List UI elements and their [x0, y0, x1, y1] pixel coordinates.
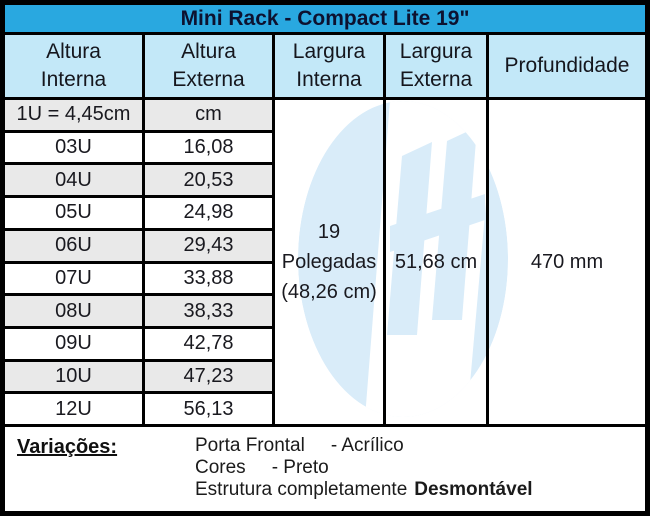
altura-externa-cell: 24,98 — [145, 198, 272, 228]
column-header-altura-externa: Altura Externa — [145, 35, 272, 97]
altura-externa-cell: 42,78 — [145, 328, 272, 359]
altura-interna-cell: 04U — [5, 165, 142, 196]
largura-interna-value: 19 Polegadas (48,26 cm) — [281, 221, 377, 303]
merged-cell-largura-externa: 51,68 cm — [386, 100, 486, 424]
spec-table: Mini Rack - Compact Lite 19" Altura Inte… — [5, 5, 645, 511]
altura-externa-cell: 29,43 — [145, 230, 272, 261]
variation-name: Porta Frontal — [195, 435, 305, 456]
altura-externa-cell: 47,23 — [145, 361, 272, 392]
altura-externa-cell: 56,13 — [145, 394, 272, 424]
altura-interna-cell: 10U — [5, 361, 142, 392]
altura-interna-cell: 09U — [5, 328, 142, 359]
profundidade-value: 470 mm — [530, 251, 604, 273]
header-line: Interna — [296, 68, 362, 91]
header-line: Externa — [399, 68, 473, 91]
header-line: Largura — [399, 39, 473, 63]
variation-value: - Acrílico — [330, 435, 404, 456]
variations-section: Variações: Porta Frontal - Acrílico Cores… — [5, 427, 645, 511]
header-line: Largura — [292, 39, 366, 63]
altura-externa-cell: 38,33 — [145, 296, 272, 326]
column-header-largura-interna: Largura Interna — [275, 35, 383, 97]
variation-item: Porta Frontal - Acrílico — [195, 435, 635, 457]
column-header-largura-externa: Largura Externa — [386, 35, 486, 97]
altura-interna-cell: 1U = 4,45cm — [5, 100, 142, 130]
altura-interna-cell: 07U — [5, 263, 142, 294]
variation-item: Cores - Preto — [195, 457, 635, 479]
altura-interna-cell: 05U — [5, 198, 142, 228]
variation-item: Estrutura completamente Desmontável — [195, 479, 635, 501]
column-header-profundidade: Profundidade — [489, 35, 645, 97]
altura-externa-cell: 20,53 — [145, 165, 272, 196]
altura-interna-cell: 12U — [5, 394, 142, 424]
variation-name: Estrutura completamente — [195, 479, 408, 500]
header-line: Profundidade — [504, 53, 630, 77]
column-header-altura-interna: Altura Interna — [5, 35, 142, 97]
variation-value: - Preto — [271, 457, 329, 478]
altura-interna-cell: 03U — [5, 132, 142, 163]
header-line: Altura — [181, 39, 236, 63]
merged-cell-largura-interna: 19 Polegadas (48,26 cm) — [275, 100, 383, 424]
variations-list: Porta Frontal - Acrílico Cores - Preto Est… — [195, 434, 635, 502]
header-line: Externa — [172, 68, 245, 91]
altura-externa-cell: 33,88 — [145, 263, 272, 294]
page-title: Mini Rack - Compact Lite 19" — [5, 5, 645, 32]
merged-cell-profundidade: 470 mm — [489, 100, 645, 424]
header-line: Altura — [46, 39, 101, 63]
altura-interna-cell: 06U — [5, 230, 142, 261]
variations-label: Variações: — [17, 436, 118, 458]
altura-externa-cell: cm — [145, 100, 272, 130]
largura-externa-value: 51,68 cm — [394, 251, 478, 273]
brand-watermark-icon — [489, 101, 508, 417]
brand-watermark-icon — [298, 101, 383, 417]
variation-value: Desmontável — [414, 479, 533, 500]
header-line: Interna — [40, 68, 107, 91]
variation-name: Cores — [195, 457, 246, 478]
altura-interna-cell: 08U — [5, 296, 142, 326]
brand-watermark-icon — [386, 101, 486, 417]
altura-externa-cell: 16,08 — [145, 132, 272, 163]
